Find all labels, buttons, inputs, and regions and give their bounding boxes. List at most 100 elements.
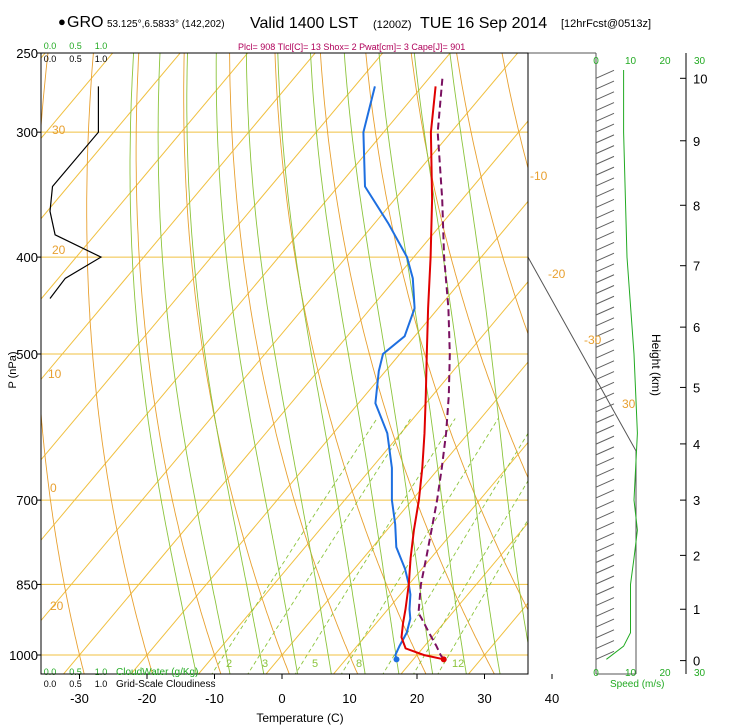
wind-barb: [595, 467, 615, 477]
x-tick-label: -20: [138, 691, 157, 706]
valid-utc: (1200Z): [373, 19, 412, 31]
wind-barb: [595, 123, 615, 133]
moist-adiabat: [157, 53, 231, 674]
surface-dewpoint-marker: [393, 656, 400, 663]
valid-date: TUE 16 Sep 2014: [420, 15, 548, 32]
dry-adiabat-label: 30: [52, 123, 66, 137]
isotherm: [265, 361, 528, 674]
speed-tick-top: 10: [625, 56, 637, 67]
height-tick-label: 7: [693, 259, 700, 274]
wind-barb: [595, 91, 615, 101]
y-tick-label: 250: [16, 46, 38, 61]
wind-barb: [595, 629, 615, 639]
dry-adiabat: [229, 53, 359, 674]
wind-barb: [595, 543, 615, 553]
wind-barb: [595, 177, 615, 187]
wind-barb: [595, 554, 615, 563]
x-tick-label: 40: [545, 691, 559, 706]
moist-adiabat: [378, 53, 467, 674]
wind-barb: [595, 521, 615, 531]
y-tick-label: 300: [16, 125, 38, 140]
dry-adiabat-label: -30: [584, 333, 602, 347]
wind-barb: [595, 381, 615, 391]
temperature-line: [400, 86, 444, 661]
thermo-grid: [41, 35, 732, 676]
wind-barb: [595, 69, 615, 79]
cloud-water-tick: 1.0: [95, 41, 108, 51]
wind-barb: [595, 640, 615, 650]
y-tick-label: 700: [16, 493, 38, 508]
moist-adiabat: [413, 53, 501, 674]
chart-header: ● GRO 53.125°,6.5833° (142,202) Valid 14…: [0, 0, 732, 52]
isotherm: [669, 35, 732, 676]
y-tick-label: 850: [16, 577, 38, 592]
moist-adiabat: [245, 53, 332, 674]
cloud-water-tick: 0.0: [44, 41, 57, 51]
dry-adiabat-label: 0: [50, 481, 57, 495]
wind-barb: [595, 166, 615, 176]
wind-barb: [595, 80, 615, 90]
moist-adiabat: [343, 53, 434, 674]
cloud-water-tick: 1.0: [95, 667, 108, 677]
wind-barb: [595, 435, 615, 445]
dry-adiabat: [41, 53, 85, 674]
dry-adiabat: [183, 53, 290, 674]
moist-adiabat: [129, 53, 197, 674]
isotherm: [41, 53, 451, 541]
isotherm: [400, 522, 528, 674]
isotherm: [62, 120, 528, 674]
mixing-ratio-line: [340, 418, 499, 674]
dry-adiabat: [634, 35, 732, 676]
mixing-ratio-label: 3: [262, 658, 268, 670]
wind-barb: [595, 263, 615, 273]
wind-barb: [595, 586, 615, 596]
y-tick-label: 500: [16, 347, 38, 362]
dry-adiabat-label: 10: [48, 367, 62, 381]
wind-barb: [595, 209, 615, 219]
dry-adiabat: [501, 53, 528, 170]
wind-barb: [595, 102, 615, 112]
wind-barb: [595, 112, 615, 122]
mixing-ratio-line: [211, 418, 378, 674]
y-tick-label: 1000: [9, 648, 38, 663]
speed-tick-bottom: 20: [659, 668, 671, 679]
valid-time: Valid 1400 LST: [250, 15, 359, 32]
cloud-water-tick: 0.5: [69, 41, 82, 51]
speed-tick-bottom: 30: [694, 668, 706, 679]
height-tick-label: 1: [693, 602, 700, 617]
wind-barb: [595, 188, 615, 198]
wind-barb: [595, 360, 615, 370]
cloud-water-line: [49, 86, 103, 299]
speed-tick-top: 0: [593, 56, 599, 67]
dry-adiabat: [456, 53, 528, 336]
height-tick-label: 8: [693, 198, 700, 213]
wind-barb: [595, 241, 615, 251]
x-tick-label: 30: [477, 691, 491, 706]
wind-barb: [595, 607, 615, 617]
moist-adiabat: [215, 53, 299, 674]
dry-adiabat-label: 20: [52, 243, 66, 257]
height-tick-label: 2: [693, 548, 700, 563]
wind-barb: [595, 424, 615, 434]
wind-barb: [595, 618, 615, 628]
dry-adiabat-label: 20: [50, 599, 64, 613]
mixing-ratio-line: [294, 418, 456, 674]
isotherm: [130, 200, 528, 674]
station-coords: 53.125°,6.5833° (142,202): [107, 19, 225, 30]
dry-adiabat: [410, 53, 528, 479]
parcel-line: [417, 78, 451, 660]
wind-barb: [595, 392, 615, 402]
surface-temperature-marker: [440, 656, 447, 663]
x-tick-label: -10: [205, 691, 224, 706]
wind-barb: [595, 489, 615, 499]
cloudiness-tick: 1.0: [95, 679, 108, 689]
cloud-water-tick: 0.0: [44, 667, 57, 677]
height-axis-title: Height (km): [649, 334, 663, 396]
wind-barb: [595, 231, 615, 241]
wind-barb: [595, 306, 615, 316]
dry-adiabat-label: -10: [530, 169, 548, 183]
profiles: [362, 78, 451, 663]
cloudiness-tick: 0.0: [44, 679, 57, 689]
